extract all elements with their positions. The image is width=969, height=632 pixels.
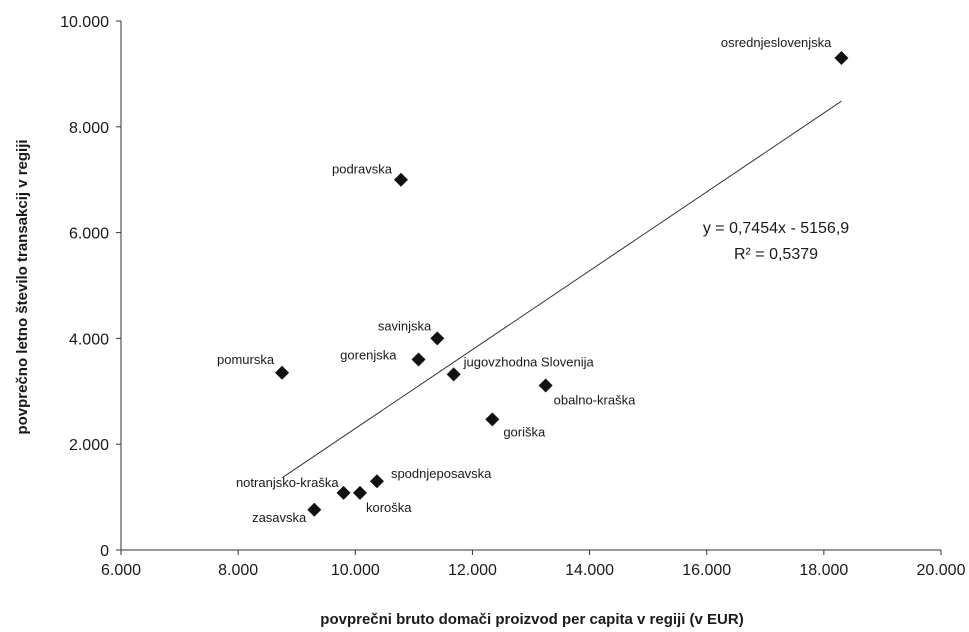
x-tick-label: 6.000 — [101, 562, 141, 579]
y-tick-label: 4.000 — [69, 331, 109, 348]
data-point-marker — [369, 474, 384, 489]
data-point-label: osrednjeslovenjska — [721, 35, 832, 50]
data-point-marker — [834, 51, 849, 66]
data-point-label: pomurska — [217, 352, 275, 367]
x-tick-label: 12.000 — [448, 562, 497, 579]
x-axis-title: povprečni bruto domači proizvod per capi… — [320, 611, 743, 628]
trendline-r-squared: R² = 0,5379 — [734, 246, 818, 263]
y-tick-label: 8.000 — [69, 120, 109, 137]
data-point-marker — [336, 485, 351, 500]
data-point-label: gorenjska — [340, 348, 397, 363]
x-tick-label: 10.000 — [331, 562, 380, 579]
x-tick-label: 20.000 — [917, 562, 966, 579]
data-point-marker — [307, 502, 322, 517]
data-point-label: notranjsko-kraška — [236, 475, 339, 490]
x-tick-label: 18.000 — [799, 562, 848, 579]
y-tick-label: 6.000 — [69, 226, 109, 243]
x-tick-label: 16.000 — [682, 562, 731, 579]
data-point-label: spodnjeposavska — [391, 466, 492, 481]
data-point-marker — [275, 365, 290, 380]
point-labels: osrednjeslovenjska podravska savinjska gore… — [217, 35, 832, 525]
y-axis-title: povprečno letno število transakcij v reg… — [14, 139, 31, 434]
trendline-equation: y = 0,7454x - 5156,9 — [703, 220, 849, 237]
data-point-label: podravska — [332, 162, 393, 177]
x-axis-ticks: 6.000 8.000 10.000 12.000 14.000 16.000 18.000… — [101, 550, 966, 579]
trend-line — [281, 100, 842, 479]
data-point-marker — [485, 412, 500, 427]
x-tick-label: 14.000 — [565, 562, 614, 579]
data-point-marker — [411, 352, 426, 367]
data-points — [275, 51, 849, 517]
y-tick-label: 10.000 — [60, 14, 109, 31]
axes — [120, 21, 941, 551]
data-point-label: obalno-kraška — [554, 392, 636, 407]
x-tick-label: 8.000 — [218, 562, 258, 579]
data-point-label: koroška — [366, 500, 412, 515]
data-point-marker — [446, 367, 461, 382]
y-tick-label: 0 — [100, 543, 109, 560]
y-tick-label: 2.000 — [69, 437, 109, 454]
data-point-marker — [430, 331, 445, 346]
data-point-label: jugovzhodna Slovenija — [463, 354, 595, 369]
data-point-marker — [352, 485, 367, 500]
data-point-marker — [393, 172, 408, 187]
data-point-label: savinjska — [378, 318, 432, 333]
y-axis-ticks: 0 2.000 4.000 6.000 8.000 10.000 — [60, 14, 121, 560]
data-point-marker — [538, 378, 553, 393]
data-point-label: goriška — [503, 424, 546, 439]
data-point-label: zasavska — [252, 510, 307, 525]
